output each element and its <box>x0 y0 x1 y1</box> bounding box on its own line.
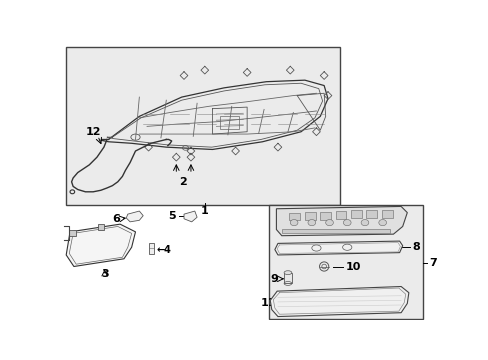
Text: 11: 11 <box>261 298 276 309</box>
Bar <box>66 47 339 205</box>
Text: 2: 2 <box>179 177 187 187</box>
Ellipse shape <box>343 220 350 226</box>
Polygon shape <box>66 224 135 266</box>
Bar <box>366 210 377 218</box>
Bar <box>220 116 239 129</box>
Text: ←4: ←4 <box>156 244 171 255</box>
Bar <box>350 210 361 218</box>
Text: 3: 3 <box>101 269 108 279</box>
Ellipse shape <box>325 220 333 226</box>
Text: 7: 7 <box>428 258 436 267</box>
Bar <box>305 212 315 220</box>
Ellipse shape <box>307 220 315 226</box>
Ellipse shape <box>284 271 291 275</box>
Bar <box>148 243 154 254</box>
Text: 10: 10 <box>345 261 360 271</box>
Text: 9: 9 <box>269 274 277 284</box>
Text: 12: 12 <box>85 127 101 137</box>
Ellipse shape <box>360 220 368 226</box>
Polygon shape <box>126 211 143 222</box>
Bar <box>289 213 300 220</box>
Bar <box>268 205 422 319</box>
Polygon shape <box>274 241 402 255</box>
Polygon shape <box>276 206 407 236</box>
Ellipse shape <box>290 220 297 226</box>
Text: 6: 6 <box>112 214 120 224</box>
Text: 1: 1 <box>201 206 208 216</box>
Bar <box>68 230 76 236</box>
Bar <box>284 273 291 283</box>
Text: 5: 5 <box>168 211 176 221</box>
Polygon shape <box>183 211 197 222</box>
Text: 8: 8 <box>412 242 420 252</box>
Bar <box>98 224 104 230</box>
Bar <box>381 210 392 218</box>
Bar <box>281 229 389 233</box>
Polygon shape <box>270 287 408 316</box>
Bar <box>335 211 346 219</box>
Bar <box>320 212 330 220</box>
Ellipse shape <box>378 220 386 226</box>
